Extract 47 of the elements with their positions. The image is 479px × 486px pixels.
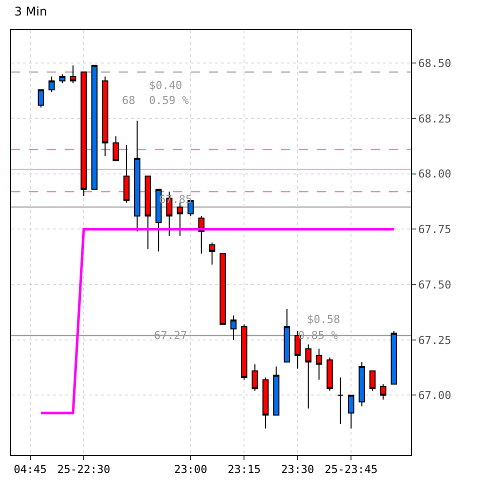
annotation: $0.40 <box>149 79 182 92</box>
candlestick <box>123 144 130 204</box>
candlestick <box>262 377 269 429</box>
chart-title: 3 Min <box>14 4 48 19</box>
candlestick <box>369 370 376 392</box>
candlestick <box>230 315 237 340</box>
y-tick-label: 68.00 <box>418 168 452 181</box>
candlestick <box>252 364 258 392</box>
y-tick-label: 67.25 <box>418 334 452 347</box>
candlestick <box>358 362 365 407</box>
x-tick-label: 23:15 <box>228 463 261 476</box>
candlestick <box>316 348 322 380</box>
y-tick-label: 68.50 <box>418 57 452 70</box>
annotation: 0.59 % <box>149 94 190 107</box>
candlestick <box>48 76 55 92</box>
annotation: 68 <box>122 94 136 107</box>
candlestick <box>380 384 386 400</box>
candlestick <box>220 253 226 325</box>
candlestick <box>91 64 98 190</box>
candlestick <box>241 324 248 380</box>
candlestick <box>337 377 344 425</box>
candlestick <box>134 120 140 232</box>
candlestick <box>38 89 44 108</box>
y-tick-label: 68.25 <box>418 112 452 126</box>
candlestick <box>59 74 66 84</box>
candlestick <box>305 344 312 410</box>
y-tick-label: 67.75 <box>418 223 452 236</box>
x-tick-label: 25-22:30 <box>57 463 110 476</box>
annotation: $0.58 <box>307 313 340 326</box>
candlestick <box>176 202 184 236</box>
candlestick <box>80 72 87 197</box>
x-tick-label: 23:00 <box>174 463 208 476</box>
candlestick <box>348 394 354 429</box>
candlestick <box>208 242 216 266</box>
candlestick <box>144 176 152 250</box>
candlestick <box>390 330 398 385</box>
candlestick <box>70 64 76 84</box>
x-tick-label: 23:30 <box>281 463 314 476</box>
y-tick-label: 67.00 <box>418 389 452 402</box>
candlestick <box>102 76 108 157</box>
candlestick <box>326 357 333 392</box>
x-tick-label: 25-23:45 <box>324 463 378 476</box>
candlestick <box>284 308 290 363</box>
x-tick-label: 04:45 <box>14 463 47 476</box>
candlestick <box>112 136 119 162</box>
candlestick <box>273 366 280 416</box>
y-tick-label: 67.50 <box>418 278 452 292</box>
